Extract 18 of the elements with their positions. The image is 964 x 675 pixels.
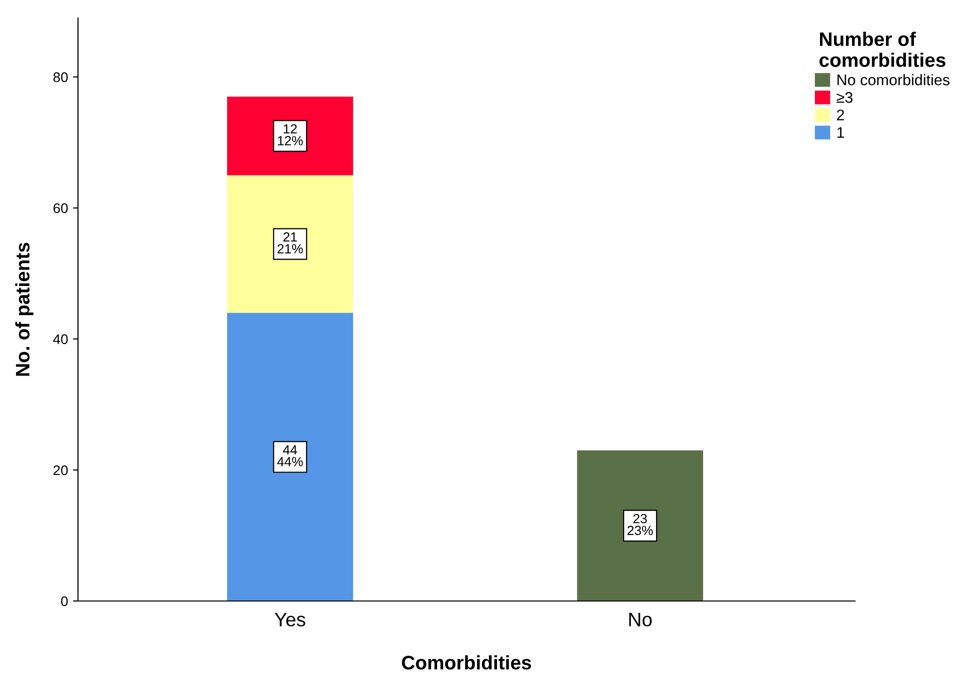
legend-label: No comorbidities (838, 74, 950, 86)
x-axis-title: Comorbidities (402, 655, 532, 670)
data-label: 23 23% (628, 514, 653, 536)
y-tick-label: 40 (53, 334, 68, 344)
y-axis-title: No. of patients (15, 242, 34, 376)
legend-title: Number of comorbidities (819, 32, 946, 67)
y-tick-label: 60 (54, 203, 68, 214)
data-label: 12 12% (278, 124, 303, 146)
x-tick-label: No (629, 612, 652, 626)
legend-label: 1 (837, 127, 844, 138)
x-tick-label: Yes (274, 612, 306, 626)
y-tick-label: 20 (54, 465, 68, 476)
y-tick-label: 80 (53, 72, 68, 82)
data-label: 21 21% (278, 232, 303, 254)
legend-label: ≥3 (836, 92, 852, 103)
y-tick-label: 0 (61, 596, 68, 606)
data-label: 44 44% (277, 445, 303, 466)
legend-label: 2 (837, 110, 844, 120)
